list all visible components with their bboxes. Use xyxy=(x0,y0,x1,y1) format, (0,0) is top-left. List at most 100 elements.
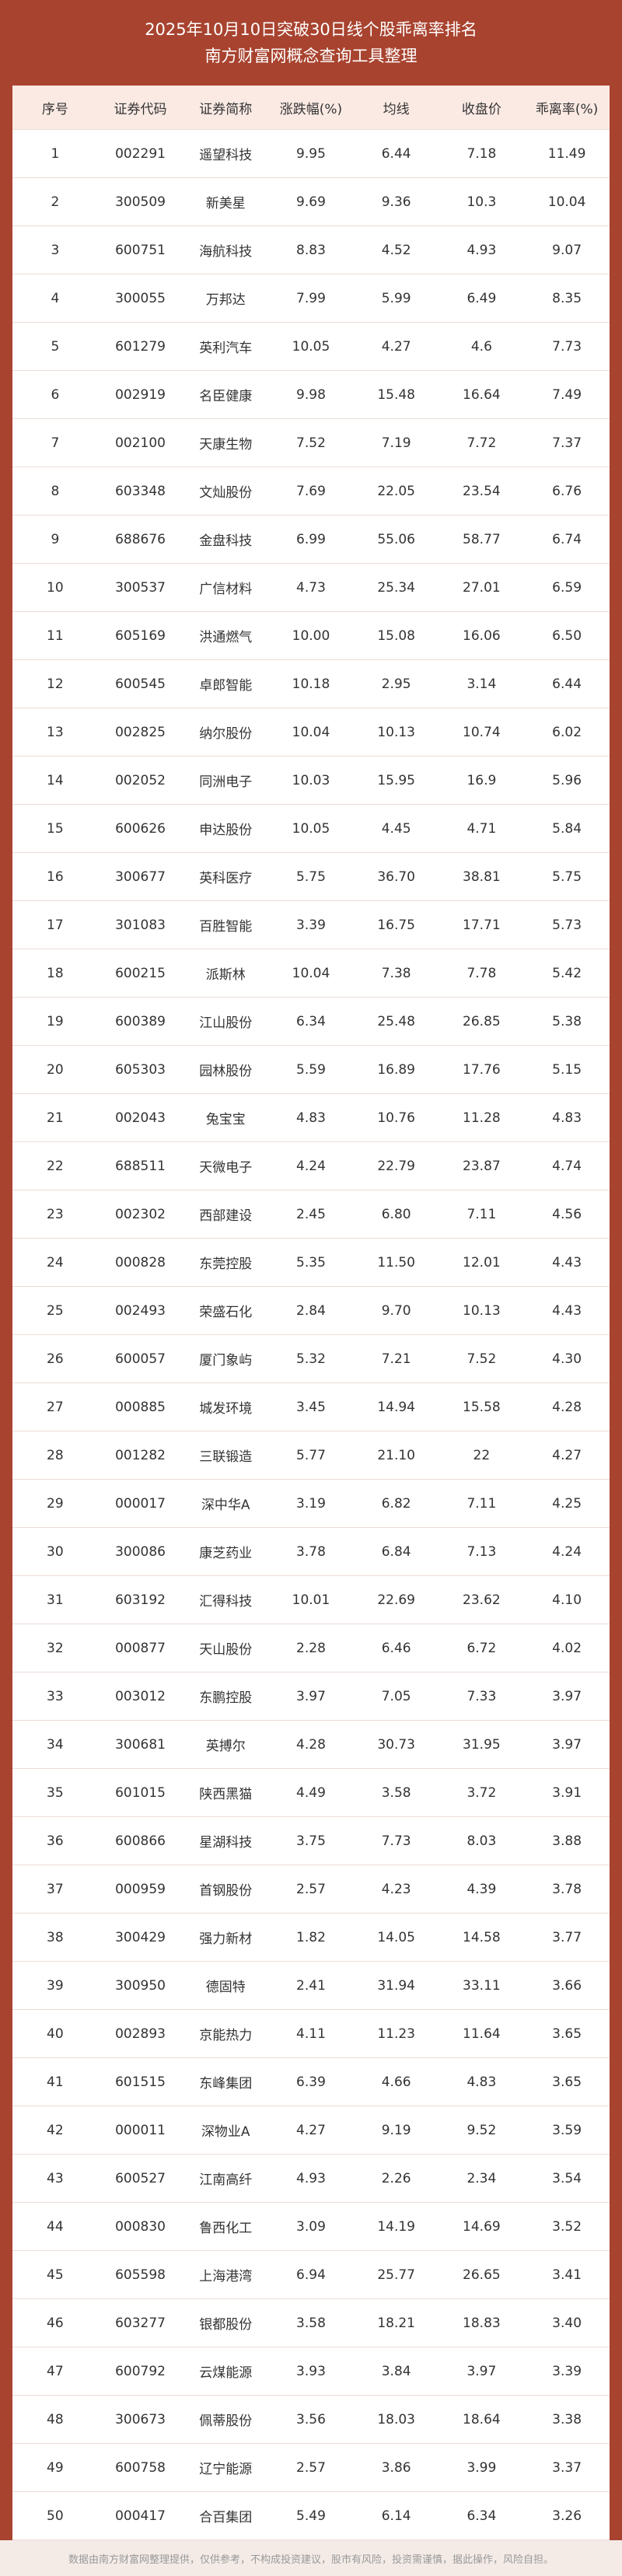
table-cell: 6.74 xyxy=(524,515,610,564)
table-cell: 康芝药业 xyxy=(183,1527,269,1576)
table-cell: 18.03 xyxy=(353,2395,439,2444)
table-cell: 云煤能源 xyxy=(183,2347,269,2396)
table-cell: 6.49 xyxy=(439,274,525,323)
table-cell: 10.13 xyxy=(353,708,439,757)
table-cell: 47 xyxy=(12,2347,98,2396)
table-cell: 4.74 xyxy=(524,1141,610,1190)
table-cell: 3.26 xyxy=(524,2491,610,2540)
table-cell: 江山股份 xyxy=(183,997,269,1046)
table-cell: 25.48 xyxy=(353,997,439,1046)
column-header: 涨跌幅(%) xyxy=(268,86,354,130)
table-cell: 5.73 xyxy=(524,900,610,949)
table-cell: 英科医疗 xyxy=(183,852,269,901)
table-cell: 58.77 xyxy=(439,515,525,564)
table-cell: 10.76 xyxy=(353,1093,439,1142)
table-row: 50 000417 合百集团 5.49 6.14 6.34 3.26 xyxy=(12,2491,610,2540)
table-cell: 8.03 xyxy=(439,1816,525,1865)
table-cell: 10.01 xyxy=(268,1575,354,1624)
table-cell: 3.45 xyxy=(268,1382,354,1431)
table-cell: 3.77 xyxy=(524,1913,610,1962)
table-cell: 3.59 xyxy=(524,2106,610,2155)
table-cell: 1 xyxy=(12,129,98,178)
table-cell: 合百集团 xyxy=(183,2491,269,2540)
table-cell: 600866 xyxy=(97,1816,183,1865)
table-cell: 4.93 xyxy=(268,2154,354,2203)
table-cell: 5 xyxy=(12,322,98,371)
table-cell: 11.49 xyxy=(524,129,610,178)
table-cell: 10.03 xyxy=(268,756,354,805)
table-cell: 3.75 xyxy=(268,1816,354,1865)
table-cell: 002043 xyxy=(97,1093,183,1142)
table-cell: 23.62 xyxy=(439,1575,525,1624)
table-cell: 兔宝宝 xyxy=(183,1093,269,1142)
table-row: 45 605598 上海港湾 6.94 25.77 26.65 3.41 xyxy=(12,2250,610,2299)
table-cell: 7.38 xyxy=(353,949,439,998)
table-cell: 21 xyxy=(12,1093,98,1142)
table-cell: 46 xyxy=(12,2298,98,2347)
table-row: 12 600545 卓郎智能 10.18 2.95 3.14 6.44 xyxy=(12,659,610,708)
table-cell: 9.69 xyxy=(268,177,354,226)
disclaimer: 数据由南方财富网整理提供，仅供参考，不构成投资建议，股市有风险，投资需谨慎，据此… xyxy=(68,2553,554,2566)
table-cell: 45 xyxy=(12,2250,98,2299)
table-cell: 3.99 xyxy=(439,2443,525,2492)
table-cell: 300677 xyxy=(97,852,183,901)
table-cell: 3.09 xyxy=(268,2202,354,2251)
table-cell: 9.70 xyxy=(353,1286,439,1335)
table-row: 35 601015 陕西黑猫 4.49 3.58 3.72 3.91 xyxy=(12,1768,610,1817)
table-row: 27 000885 城发环境 3.45 14.94 15.58 4.28 xyxy=(12,1382,610,1431)
table-cell: 37 xyxy=(12,1865,98,1914)
table-cell: 10.74 xyxy=(439,708,525,757)
table-cell: 海航科技 xyxy=(183,225,269,274)
table-cell: 城发环境 xyxy=(183,1382,269,1431)
table-cell: 29 xyxy=(12,1479,98,1528)
table-cell: 6.14 xyxy=(353,2491,439,2540)
table-cell: 东莞控股 xyxy=(183,1238,269,1287)
table-cell: 9 xyxy=(12,515,98,564)
table-cell: 31 xyxy=(12,1575,98,1624)
table-row: 23 002302 西部建设 2.45 6.80 7.11 4.56 xyxy=(12,1190,610,1239)
table-cell: 6.72 xyxy=(439,1624,525,1672)
table-row: 44 000830 鲁西化工 3.09 14.19 14.69 3.52 xyxy=(12,2202,610,2251)
subtitle: 南方财富网概念查询工具整理 xyxy=(204,47,418,65)
table-cell: 600792 xyxy=(97,2347,183,2396)
table-cell: 4.02 xyxy=(524,1624,610,1672)
table-cell: 4.25 xyxy=(524,1479,610,1528)
table-row: 36 600866 星湖科技 3.75 7.73 8.03 3.88 xyxy=(12,1816,610,1865)
table-cell: 7.52 xyxy=(439,1334,525,1383)
table-cell: 16.64 xyxy=(439,370,525,419)
table-cell: 4.27 xyxy=(353,322,439,371)
table-cell: 33 xyxy=(12,1672,98,1721)
table-cell: 6.99 xyxy=(268,515,354,564)
table-cell: 18.21 xyxy=(353,2298,439,2347)
table-cell: 强力新材 xyxy=(183,1913,269,1962)
table-cell: 17.76 xyxy=(439,1045,525,1094)
table-cell: 三联锻造 xyxy=(183,1431,269,1480)
table-cell: 7.52 xyxy=(268,418,354,467)
table-cell: 20 xyxy=(12,1045,98,1094)
table-row: 21 002043 兔宝宝 4.83 10.76 11.28 4.83 xyxy=(12,1093,610,1142)
table-cell: 000417 xyxy=(97,2491,183,2540)
table-cell: 22 xyxy=(12,1141,98,1190)
table-cell: 2.45 xyxy=(268,1190,354,1239)
table-row: 22 688511 天微电子 4.24 22.79 23.87 4.74 xyxy=(12,1141,610,1190)
table-cell: 600758 xyxy=(97,2443,183,2492)
table-row: 10 300537 广信材料 4.73 25.34 27.01 6.59 xyxy=(12,563,610,612)
table-cell: 32 xyxy=(12,1624,98,1672)
table-cell: 6.84 xyxy=(353,1527,439,1576)
table-cell: 11.64 xyxy=(439,2009,525,2058)
table-cell: 4.23 xyxy=(353,1865,439,1914)
table-cell: 天微电子 xyxy=(183,1141,269,1190)
table-cell: 8.35 xyxy=(524,274,610,323)
table-cell: 13 xyxy=(12,708,98,757)
table-cell: 6.44 xyxy=(524,659,610,708)
table-row: 24 000828 东莞控股 5.35 11.50 12.01 4.43 xyxy=(12,1238,610,1287)
table-cell: 5.99 xyxy=(353,274,439,323)
table-row: 5 601279 英利汽车 10.05 4.27 4.6 7.73 xyxy=(12,322,610,371)
table-cell: 5.32 xyxy=(268,1334,354,1383)
table-row: 9 688676 金盘科技 6.99 55.06 58.77 6.74 xyxy=(12,515,610,564)
table-row: 20 605303 园林股份 5.59 16.89 17.76 5.15 xyxy=(12,1045,610,1094)
table-row: 2 300509 新美星 9.69 9.36 10.3 10.04 xyxy=(12,177,610,226)
table-cell: 5.75 xyxy=(524,852,610,901)
header-row: 序号 证券代码 证券简称 涨跌幅(%) 均线 收盘价 乖离率(%) xyxy=(12,86,610,130)
table-row: 28 001282 三联锻造 5.77 21.10 22 4.27 xyxy=(12,1431,610,1480)
